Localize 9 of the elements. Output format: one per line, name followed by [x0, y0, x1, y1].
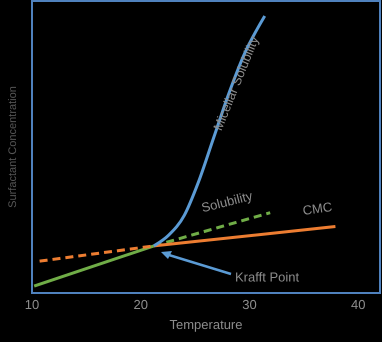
x-axis-title: Temperature — [170, 317, 242, 332]
annotation: CMC — [302, 199, 334, 218]
x-tick-label: 10 — [24, 297, 40, 312]
x-tick-label: 40 — [351, 297, 366, 312]
annotation: Solubility — [200, 188, 254, 216]
annotation: Krafft Point — [235, 269, 300, 284]
x-tick-label: 20 — [134, 297, 148, 312]
x-tick-label: 30 — [242, 297, 257, 312]
y-axis-title: Surfactant Concentration — [7, 86, 19, 208]
